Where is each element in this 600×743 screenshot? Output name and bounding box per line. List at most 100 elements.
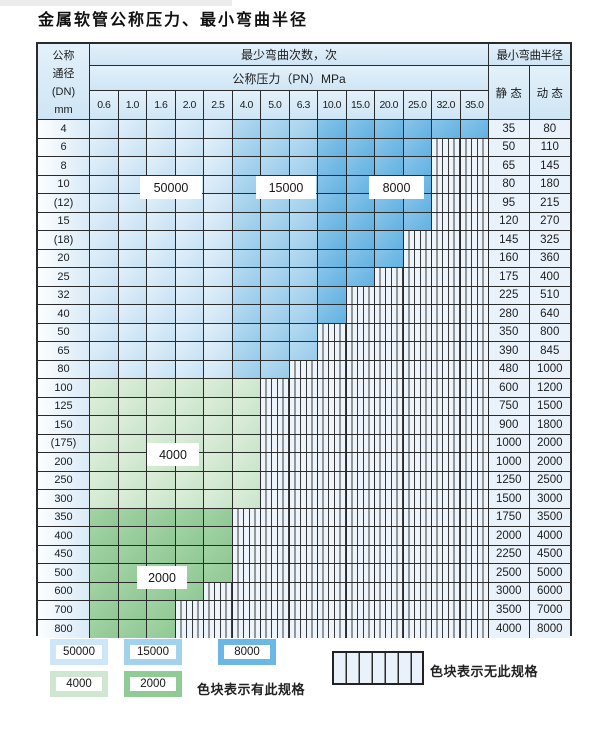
cell-spec-available — [90, 212, 119, 231]
cell-spec-available — [232, 490, 261, 509]
static-radius-value: 4000 — [489, 619, 530, 638]
table-row: 100 600 1200 — [38, 379, 570, 398]
cell-spec-available — [175, 305, 204, 324]
cell-no-spec — [432, 582, 461, 601]
cell-spec-available — [232, 471, 261, 490]
cell-spec-available — [318, 268, 347, 287]
cell-spec-available — [432, 120, 461, 139]
cell-no-spec — [204, 619, 233, 638]
cell-spec-available — [204, 471, 233, 490]
cycle-label-15000: 15000 — [256, 176, 316, 199]
cell-spec-available — [118, 157, 147, 176]
cell-no-spec — [261, 416, 290, 435]
cycles-header-block: 最少弯曲次数，次 公称压力（PN）MPa 0.6 1.0 1.6 2.0 2.5 4.0 5… — [90, 44, 489, 120]
cell-no-spec — [375, 545, 404, 564]
cell-spec-available — [118, 490, 147, 509]
cell-no-spec — [432, 434, 461, 453]
cell-spec-available — [118, 379, 147, 398]
cell-no-spec — [375, 360, 404, 379]
cell-spec-available — [118, 416, 147, 435]
cell-spec-available — [118, 619, 147, 638]
cell-no-spec — [432, 175, 461, 194]
static-radius-value: 1250 — [489, 471, 530, 490]
cell-no-spec — [375, 379, 404, 398]
dynamic-radius-value: 800 — [529, 323, 570, 342]
cell-no-spec — [261, 545, 290, 564]
cell-spec-available — [175, 249, 204, 268]
cell-spec-available — [261, 305, 290, 324]
cell-spec-available — [261, 231, 290, 250]
static-radius-value: 350 — [489, 323, 530, 342]
cell-spec-available — [175, 138, 204, 157]
cell-spec-available — [261, 120, 290, 139]
cell-no-spec — [403, 471, 432, 490]
table-row: 80 480 1000 — [38, 360, 570, 379]
table-row: (18) 145 325 — [38, 231, 570, 250]
cell-spec-available — [204, 545, 233, 564]
cell-spec-available — [90, 545, 119, 564]
cell-no-spec — [346, 397, 375, 416]
dynamic-radius-value: 8000 — [529, 619, 570, 638]
cell-spec-available — [346, 120, 375, 139]
cell-spec-available — [232, 397, 261, 416]
cell-spec-available — [90, 194, 119, 213]
static-radius-value: 225 — [489, 286, 530, 305]
cell-spec-available — [147, 138, 176, 157]
cell-no-spec — [232, 582, 261, 601]
cell-no-spec — [346, 564, 375, 583]
cell-spec-available — [346, 268, 375, 287]
dn-cell: 65 — [38, 342, 90, 361]
cell-spec-available — [204, 194, 233, 213]
legend-swatch-4000: 4000 — [50, 671, 108, 697]
cell-spec-available — [147, 157, 176, 176]
cell-spec-available — [261, 249, 290, 268]
cell-no-spec — [460, 527, 489, 546]
cell-spec-available — [318, 194, 347, 213]
cell-spec-available — [204, 268, 233, 287]
cell-spec-available — [147, 416, 176, 435]
cell-spec-available — [175, 231, 204, 250]
cell-no-spec — [375, 582, 404, 601]
cell-no-spec — [432, 490, 461, 509]
cell-spec-available — [147, 601, 176, 620]
cell-spec-available — [318, 138, 347, 157]
cell-spec-available — [289, 249, 318, 268]
dn-cell: 500 — [38, 564, 90, 583]
cell-spec-available — [403, 212, 432, 231]
cell-no-spec — [432, 138, 461, 157]
cell-spec-available — [232, 379, 261, 398]
cell-no-spec — [403, 564, 432, 583]
cell-spec-available — [175, 268, 204, 287]
cell-no-spec — [375, 601, 404, 620]
static-radius-value: 160 — [489, 249, 530, 268]
static-radius-value: 50 — [489, 138, 530, 157]
cell-spec-available — [90, 138, 119, 157]
cell-no-spec — [460, 249, 489, 268]
cell-no-spec — [432, 601, 461, 620]
dn-cell: (175) — [38, 434, 90, 453]
cell-no-spec — [403, 360, 432, 379]
dynamic-radius-value: 270 — [529, 212, 570, 231]
cell-spec-available — [118, 249, 147, 268]
cell-spec-available — [261, 342, 290, 361]
cell-spec-available — [346, 138, 375, 157]
cell-spec-available — [204, 490, 233, 509]
dynamic-radius-value: 845 — [529, 342, 570, 361]
dn-cell: 350 — [38, 508, 90, 527]
cell-no-spec — [232, 508, 261, 527]
cell-no-spec — [403, 545, 432, 564]
pressure-header-cell: 10.0 — [318, 91, 347, 119]
cell-no-spec — [346, 416, 375, 435]
table-row: 6 50 110 — [38, 138, 570, 157]
cell-no-spec — [460, 397, 489, 416]
pressure-header-cell: 35.0 — [460, 91, 489, 119]
static-radius-value: 2000 — [489, 527, 530, 546]
cell-spec-available — [175, 490, 204, 509]
cell-spec-available — [118, 138, 147, 157]
legend-unavailable-label: 色块表示无此规格 — [430, 664, 539, 679]
cell-spec-available — [318, 249, 347, 268]
cell-spec-available — [90, 490, 119, 509]
cell-no-spec — [432, 527, 461, 546]
cell-no-spec — [346, 508, 375, 527]
cell-spec-available — [204, 342, 233, 361]
